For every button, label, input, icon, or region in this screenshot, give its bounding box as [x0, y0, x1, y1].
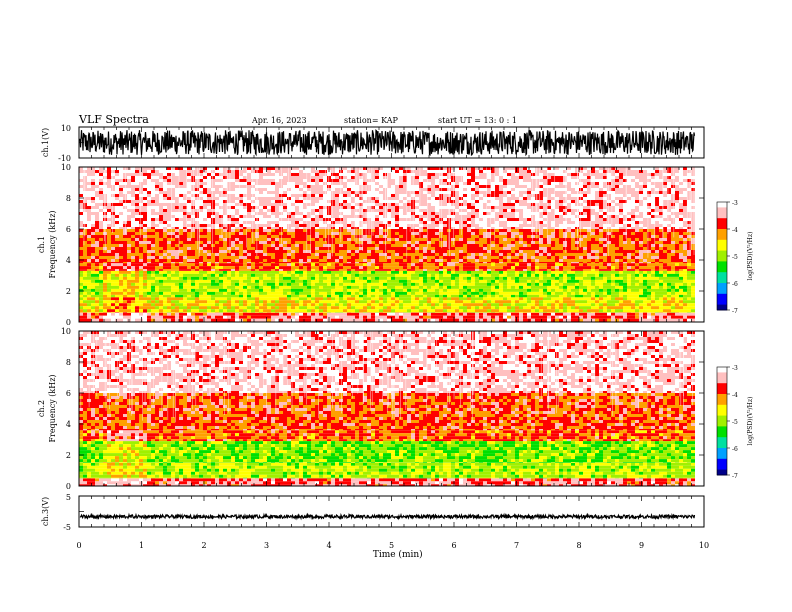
time-tick: 10	[699, 541, 709, 550]
time-tick: 2	[201, 541, 206, 550]
ch1-spectrogram-ytick: 2	[66, 287, 71, 296]
ch2-spectrogram-ylabel-2: Frequency (kHz)	[48, 374, 57, 442]
ch1-waveform-ytick-top: 10	[61, 124, 71, 133]
ch2-spectrogram-ytick: 4	[66, 420, 71, 429]
time-tick: 6	[451, 541, 456, 550]
ch1-waveform-panel: 10 -10 ch.1(V)	[41, 124, 705, 163]
time-tick: 1	[139, 541, 144, 550]
colorbar-tick: -5	[732, 254, 738, 261]
time-axis: 0 1 2 3 4 5 6 7 8 9 10 Time (min)	[76, 541, 709, 560]
time-axis-label: Time (min)	[373, 549, 423, 560]
time-tick: 4	[326, 541, 331, 550]
ch1-spectrogram-ytick: 10	[61, 163, 71, 172]
colorbar-tick: -4	[732, 227, 738, 234]
time-tick: 5	[389, 541, 394, 550]
ch2-spectrogram-panel: 0 2 4 6 8 10 ch.2 Frequency (kHz)	[37, 327, 705, 491]
ch3-waveform-ytick-top: 5	[66, 493, 71, 502]
time-tick: 8	[576, 541, 581, 550]
time-tick: 7	[514, 541, 519, 550]
ch1-spectrogram-ytick: 8	[66, 194, 71, 203]
ch2-spectrogram-ylabel-1: ch.2	[37, 400, 46, 417]
ch1-spectrogram-ytick: 0	[66, 318, 71, 327]
ch1-spectrogram-cells	[79, 167, 695, 322]
ch1-spectrogram-streaks	[83, 167, 695, 259]
ch3-waveform-ytick-bottom: -5	[63, 523, 71, 532]
station-label: station= KAP	[344, 116, 399, 125]
ch1-colorbar: -3 -4 -5 -6 -7 log(PSD)(V²/Hz)	[716, 200, 754, 315]
time-tick: 3	[264, 541, 269, 550]
colorbar-tick: -4	[732, 392, 738, 399]
ch2-spectrogram-streaks	[80, 331, 693, 423]
ch1-waveform-trace	[79, 129, 696, 157]
ch2-spectrogram-ytick: 0	[66, 482, 71, 491]
ch3-waveform-ylabel: ch.3(V)	[41, 497, 50, 526]
ch1-waveform-ylabel: ch.1(V)	[41, 128, 50, 157]
colorbar-tick: -3	[732, 365, 738, 372]
colorbar-tick: -3	[732, 200, 738, 207]
ch3-waveform-trace	[79, 512, 696, 521]
colorbar-tick: -7	[732, 308, 738, 315]
ch2-spectrogram-ytick: 8	[66, 358, 71, 367]
time-tick: 0	[76, 541, 81, 550]
ch3-waveform-panel: 5 -5 ch.3(V)	[41, 493, 705, 532]
ch1-spectrogram-ylabel-1: ch.1	[37, 236, 46, 253]
colorbar-label: log(PSD)(V²/Hz)	[747, 232, 754, 281]
time-tick: 9	[639, 541, 644, 550]
ch1-spectrogram-ytick: 6	[66, 225, 71, 234]
start-time-label: start UT = 13: 0 : 1	[438, 116, 517, 125]
ch2-spectrogram-cells	[79, 331, 695, 487]
ch1-spectrogram-ylabel-2: Frequency (kHz)	[48, 210, 57, 278]
colorbar-tick: -6	[732, 281, 738, 288]
ch2-spectrogram-ytick: 6	[66, 389, 71, 398]
date-label: Apr. 16, 2023	[251, 116, 307, 125]
colorbar-label: log(PSD)(V²/Hz)	[747, 397, 754, 446]
ch2-spectrogram-ytick: 10	[61, 327, 71, 336]
ch2-spectrogram-ytick: 2	[66, 451, 71, 460]
ch1-waveform-ytick-bottom: -10	[58, 154, 71, 163]
colorbar-tick: -6	[732, 446, 738, 453]
ch2-colorbar: -3 -4 -5 -6 -7 log(PSD)(V²/Hz)	[716, 365, 754, 480]
colorbar-tick: -5	[732, 419, 738, 426]
ch1-spectrogram-panel: 0 2 4 6 8 10 ch.1 Frequency (kHz)	[37, 163, 705, 327]
ch1-spectrogram-ytick: 4	[66, 256, 71, 265]
figure-title: VLF Spectra	[78, 113, 149, 126]
colorbar-tick: -7	[732, 473, 738, 480]
